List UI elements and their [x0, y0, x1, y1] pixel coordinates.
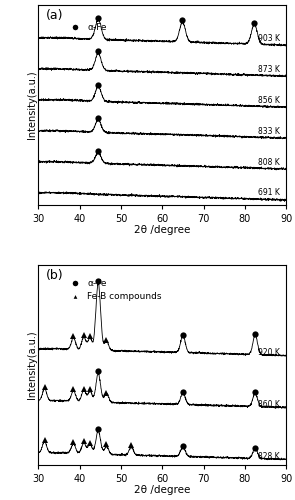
Text: (b): (b): [46, 269, 63, 282]
Text: 808 K: 808 K: [258, 158, 280, 167]
Text: 903 K: 903 K: [258, 34, 280, 43]
Y-axis label: Intensity(a.u.): Intensity(a.u.): [27, 70, 37, 140]
Text: (a): (a): [46, 9, 63, 22]
Legend: α-Fe, Fe-B compounds: α-Fe, Fe-B compounds: [63, 276, 165, 304]
X-axis label: 2θ /degree: 2θ /degree: [134, 486, 191, 496]
Text: 920 K: 920 K: [258, 348, 280, 357]
Text: 856 K: 856 K: [258, 96, 280, 105]
Text: 691 K: 691 K: [258, 188, 280, 198]
Y-axis label: Intensity(a.u.): Intensity(a.u.): [27, 330, 37, 400]
Text: 833 K: 833 K: [258, 128, 280, 136]
Text: 860 K: 860 K: [258, 400, 280, 409]
Legend: α-Fe: α-Fe: [63, 20, 110, 36]
Text: 828 K: 828 K: [258, 452, 280, 461]
X-axis label: 2θ /degree: 2θ /degree: [134, 226, 191, 235]
Text: 873 K: 873 K: [258, 66, 280, 74]
